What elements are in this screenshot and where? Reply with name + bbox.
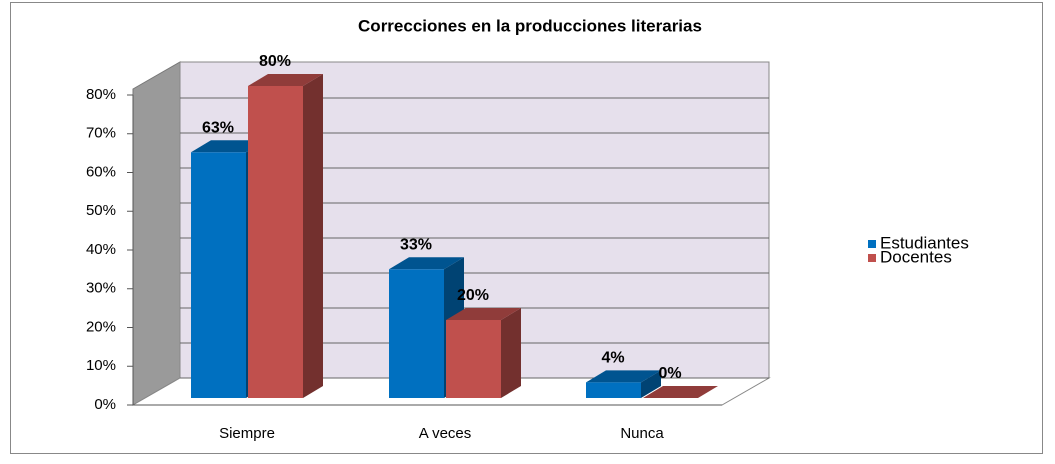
bar-top <box>248 74 323 86</box>
y-tick-label: 40% <box>86 241 116 258</box>
y-tick-label: 30% <box>86 280 116 297</box>
y-tick-label: 60% <box>86 163 116 180</box>
bar-side <box>303 74 323 398</box>
bar-side <box>501 308 521 398</box>
legend-label: Docentes <box>880 247 952 266</box>
legend-label: Estudiantes <box>880 233 969 252</box>
y-tick-label: 0% <box>94 396 116 413</box>
bar-top <box>389 257 464 270</box>
value-label: 63% <box>202 120 234 137</box>
bar <box>191 152 246 398</box>
value-label: 80% <box>259 53 291 70</box>
y-tick-label: 50% <box>86 202 116 219</box>
x-tick-label: Nunca <box>620 425 664 442</box>
bar-top <box>191 140 266 153</box>
y-tick-label: 70% <box>86 125 116 142</box>
bar <box>389 269 444 398</box>
bar <box>446 320 501 398</box>
y-tick-label: 20% <box>86 318 116 335</box>
chart-title: Correcciones en la producciones literari… <box>358 16 702 35</box>
bar-top <box>446 308 521 320</box>
bar-top <box>643 386 718 398</box>
x-tick-label: A veces <box>419 425 472 442</box>
y-tick-label: 10% <box>86 357 116 374</box>
side-wall <box>132 61 181 406</box>
bar-top <box>586 370 661 383</box>
y-tick-label: 80% <box>86 86 116 103</box>
value-label: 0% <box>658 365 681 382</box>
bar <box>248 86 303 398</box>
legend-swatch <box>868 254 876 262</box>
x-tick-label: Siempre <box>219 425 275 442</box>
legend-swatch <box>868 240 876 248</box>
bar-side <box>641 370 661 398</box>
value-label: 4% <box>601 350 624 367</box>
bar <box>586 382 641 398</box>
value-label: 33% <box>400 237 432 254</box>
value-label: 20% <box>457 287 489 304</box>
